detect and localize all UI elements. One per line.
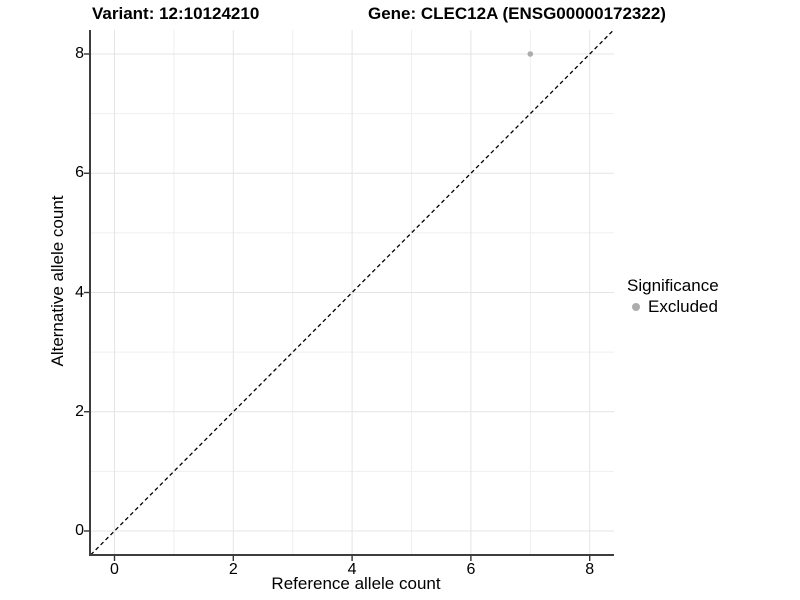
y-tick-label: 6 xyxy=(75,164,84,182)
data-point-excluded xyxy=(527,51,534,57)
y-tick-label: 2 xyxy=(75,402,84,420)
x-tick-label: 4 xyxy=(347,561,357,578)
x-tick-label: 8 xyxy=(585,561,595,578)
x-tick-label: 2 xyxy=(228,561,238,578)
legend-title: Significance xyxy=(627,276,719,295)
gene-title: Gene: CLEC12A (ENSG00000172322) xyxy=(368,4,666,23)
y-tick-label: 8 xyxy=(75,45,84,62)
variant-title: Variant: 12:10124210 xyxy=(92,4,260,23)
y-axis-title: Alternative allele count xyxy=(48,195,67,367)
x-tick-label: 6 xyxy=(466,561,476,578)
y-tick-label: 0 xyxy=(75,522,84,539)
y-tick-label: 4 xyxy=(75,283,84,301)
identity-reference-line xyxy=(90,29,614,556)
legend-entry-excluded: Excluded xyxy=(627,297,719,317)
x-tick-label: 0 xyxy=(110,561,119,578)
x-axis-title: Reference allele count xyxy=(271,574,441,593)
excluded-point-icon xyxy=(632,303,640,311)
legend: Significance Excluded xyxy=(627,276,719,317)
legend-entry-label: Excluded xyxy=(648,297,718,316)
